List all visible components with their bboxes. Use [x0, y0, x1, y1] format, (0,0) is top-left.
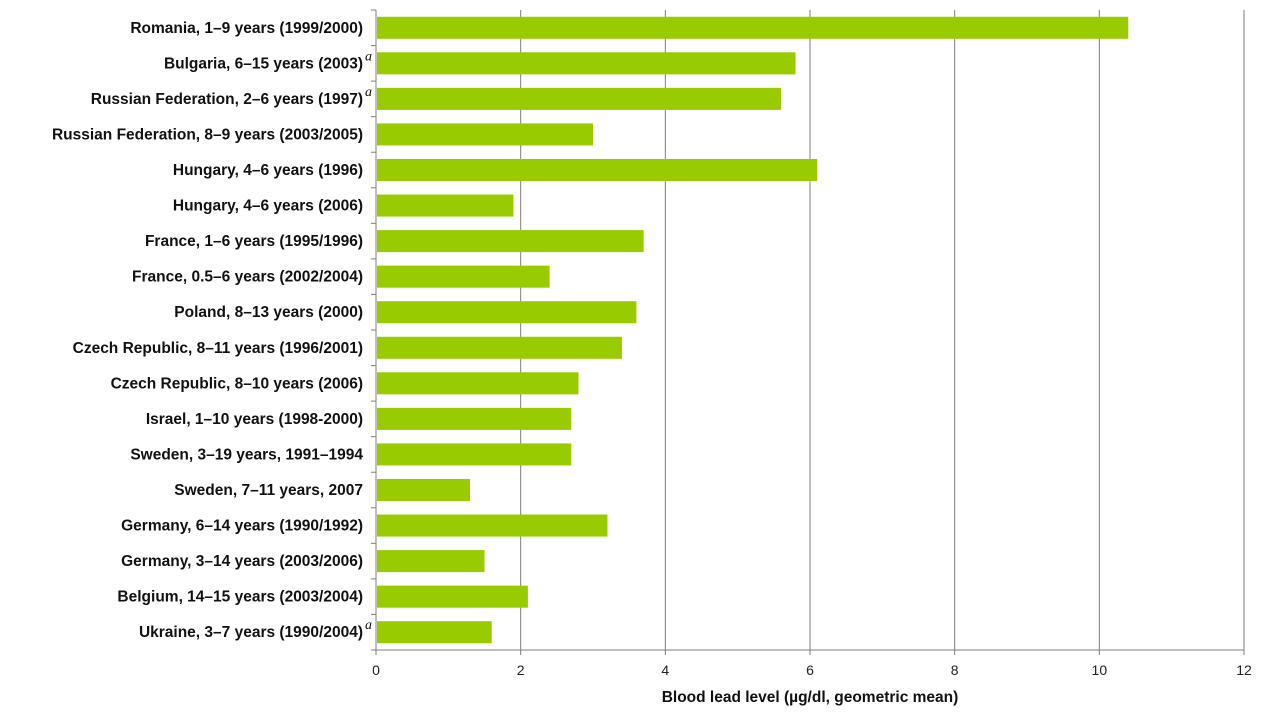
category-label: Poland, 8–13 years (2000)	[174, 304, 363, 321]
category-label: France, 0.5–6 years (2002/2004)	[132, 269, 363, 286]
bar	[377, 230, 644, 253]
x-tick-labels: 0 2 4 6 8 10 12	[372, 662, 1252, 678]
category-label: Russian Federation, 2–6 years (1997)	[91, 91, 363, 108]
category-label: Czech Republic, 8–11 years (1996/2001)	[73, 340, 363, 357]
bar	[377, 443, 572, 466]
category-label: Russian Federation, 8–9 years (2003/2005…	[52, 126, 363, 143]
gridlines	[520, 10, 1245, 650]
x-tick-label: 10	[1092, 662, 1108, 678]
bar	[377, 158, 818, 182]
category-label: Germany, 3–14 years (2003/2006)	[121, 553, 363, 570]
category-label: Hungary, 4–6 years (1996)	[173, 162, 363, 179]
category-label: Czech Republic, 8–10 years (2006)	[111, 375, 363, 392]
x-tick-label: 4	[661, 662, 669, 678]
category-label: Ukraine, 3–7 years (1990/2004)	[139, 624, 363, 641]
bar	[377, 550, 485, 573]
x-tick-label: 2	[517, 662, 525, 678]
x-tick-label: 6	[806, 662, 814, 678]
bar	[377, 265, 550, 288]
bar	[377, 87, 782, 110]
bar	[377, 301, 637, 324]
category-label: Sweden, 7–11 years, 2007	[174, 482, 363, 499]
footnote-marker: a	[365, 618, 372, 633]
bar	[377, 514, 608, 537]
bar	[377, 585, 528, 608]
category-label: Bulgaria, 6–15 years (2003)	[164, 55, 363, 72]
category-label: Belgium, 14–15 years (2003/2004)	[117, 589, 363, 606]
category-label: Hungary, 4–6 years (2006)	[173, 198, 363, 215]
category-label: Romania, 1–9 years (1999/2000)	[130, 20, 363, 37]
x-axis-title: Blood lead level (µg/dl, geometric mean)	[662, 689, 959, 706]
footnote-marker: a	[365, 85, 372, 100]
bar	[377, 52, 796, 75]
x-tick-label: 8	[951, 662, 959, 678]
bar	[377, 336, 622, 359]
x-tick-label: 12	[1236, 662, 1252, 678]
bar	[377, 372, 579, 395]
axes	[371, 9, 1245, 655]
x-tick-label: 0	[372, 662, 380, 678]
bar	[377, 621, 492, 644]
category-label: Sweden, 3–19 years, 1991–1994	[130, 446, 363, 463]
category-labels: Romania, 1–9 years (1999/2000) Bulgaria, …	[52, 20, 372, 641]
bar	[377, 123, 593, 146]
category-label: Israel, 1–10 years (1998-2000)	[146, 411, 363, 428]
bars	[377, 16, 1129, 644]
bar	[377, 478, 471, 502]
category-label: France, 1–6 years (1995/1996)	[145, 233, 363, 250]
bar	[377, 16, 1129, 39]
bar	[377, 407, 572, 430]
footnote-marker: a	[365, 49, 372, 64]
category-label: Germany, 6–14 years (1990/1992)	[121, 518, 363, 535]
bar	[377, 194, 514, 217]
